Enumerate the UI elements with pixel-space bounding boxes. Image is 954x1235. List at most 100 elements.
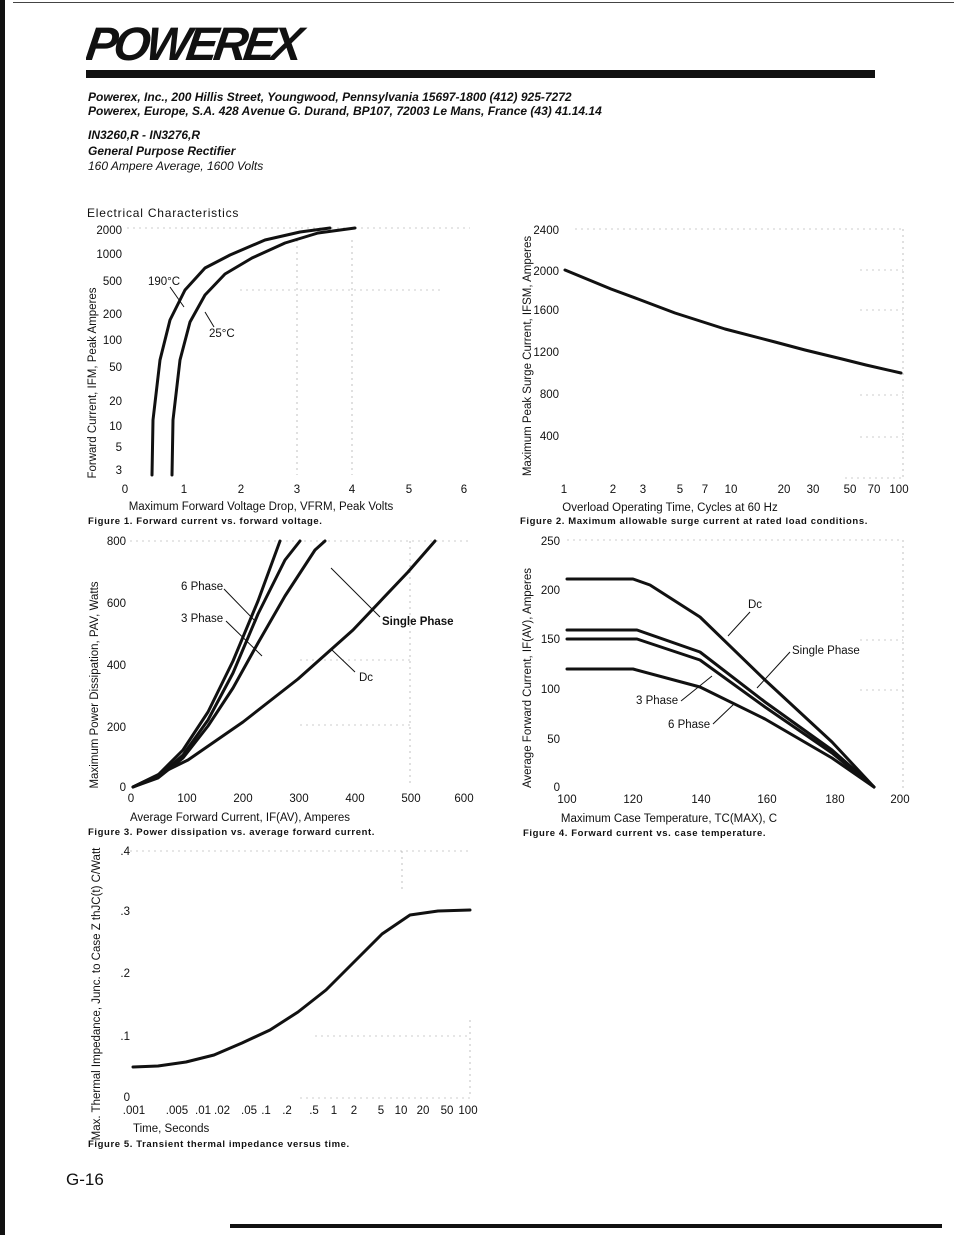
fig5-xtick-02: .02	[214, 1105, 230, 1117]
fig3-ytick-400: 400	[107, 660, 126, 672]
fig1-annotation-190c: 190°C	[148, 276, 180, 288]
logo-text: POWEREX	[86, 20, 309, 66]
fig4-ytick-100: 100	[541, 684, 560, 696]
part-rating: 160 Ampere Average, 1600 Volts	[88, 159, 264, 173]
powerex-logo: POWEREX	[86, 20, 309, 66]
fig1-xtick-3: 3	[294, 484, 300, 496]
fig2-xtick-10: 10	[725, 484, 738, 496]
fig5-xtick-100: 100	[458, 1105, 477, 1117]
fig2-ytick-1200: 1200	[533, 347, 559, 359]
fig3-leader-dc	[331, 649, 356, 673]
fig1-ylabel: Forward Current, IFM, Peak Amperes	[87, 287, 99, 478]
fig5-xtick-001: .001	[123, 1105, 145, 1117]
fig3-leader-single-phase	[330, 567, 381, 618]
fig5-ytick-0.3: .3	[120, 906, 130, 918]
fig1-ytick-200: 200	[103, 309, 122, 321]
fig1-xtick-4: 4	[349, 484, 356, 496]
fig3-series-dc	[131, 539, 437, 789]
fig5-xtick-1s: 1	[331, 1105, 337, 1117]
fig4-label-single-phase: Single Phase	[792, 645, 860, 657]
bottom-rule	[230, 1224, 942, 1228]
fig4-ytick-50: 50	[547, 734, 560, 746]
fig4-label-dc: Dc	[748, 599, 762, 611]
fig5-ytick-0.1: .1	[120, 1031, 130, 1043]
address-europe: Powerex, Europe, S.A. 428 Avenue G. Dura…	[88, 104, 602, 118]
header-rule	[86, 70, 875, 78]
fig5-xtick-10: 10	[395, 1105, 408, 1117]
fig4-xtick-200: 200	[890, 794, 909, 806]
fig1-ytick-500: 500	[103, 276, 122, 288]
fig2-xtick-70: 70	[868, 484, 881, 496]
fig5-xtick-50: 50	[441, 1105, 454, 1117]
fig2-series-surge-current	[563, 268, 903, 375]
fig2-xtick-2: 2	[610, 484, 616, 496]
fig4-xlabel: Maximum Case Temperature, TC(MAX), C	[561, 813, 777, 825]
fig3-leader-6-phase	[223, 588, 257, 623]
fig3-leader-3-phase	[225, 620, 263, 657]
fig4-series-single-phase	[565, 628, 876, 789]
fig4-ytick-0: 0	[554, 782, 560, 794]
fig3-label-3-phase: 3 Phase	[181, 613, 223, 625]
fig4-xtick-180: 180	[825, 794, 844, 806]
fig5-xtick-05: .05	[241, 1105, 257, 1117]
fig3-ytick-200: 200	[107, 722, 126, 734]
fig1-ytick-1000: 1000	[96, 249, 122, 261]
fig5-xtick-20: 20	[417, 1105, 430, 1117]
fig2-xlabel: Overload Operating Time, Cycles at 60 Hz	[562, 502, 778, 514]
fig1-ytick-20: 20	[109, 396, 122, 408]
fig2-caption: Figure 2. Maximum allowable surge curren…	[520, 516, 868, 527]
fig3-ytick-800: 800	[107, 536, 126, 548]
fig5-ylabel: Max. Thermal Impedance, Junc. to Case Z …	[91, 847, 103, 1141]
fig4-series-6-phase	[565, 667, 876, 789]
fig1-xtick-1: 1	[181, 484, 187, 496]
fig4-leader-single-phase	[756, 651, 791, 689]
fig4-ytick-200: 200	[541, 585, 560, 597]
fig1-ytick-100: 100	[103, 335, 122, 347]
fig2-ytick-2000: 2000	[533, 266, 559, 278]
fig1-xtick-2: 2	[238, 484, 244, 496]
part-numbers: IN3260,R - IN3276,R	[88, 128, 201, 142]
fig1-series-25c	[170, 226, 357, 477]
fig4-caption: Figure 4. Forward current vs. case tempe…	[523, 828, 766, 839]
fig2-ytick-800: 800	[540, 389, 559, 401]
fig1-ytick-5: 5	[116, 442, 122, 454]
fig1-ytick-3: 3	[116, 465, 122, 477]
fig1-xtick-5: 5	[406, 484, 412, 496]
fig3-label-single-phase: Single Phase	[382, 616, 454, 628]
fig1-xlabel: Maximum Forward Voltage Drop, VFRM, Peak…	[129, 501, 394, 513]
fig5-xtick-01: .01	[195, 1105, 211, 1117]
fig4-xtick-120: 120	[623, 794, 642, 806]
fig4-ylabel: Average Forward Current, IF(AV), Amperes	[522, 568, 534, 788]
fig4-series-dc	[565, 577, 876, 789]
fig3-ylabel: Maximum Power Dissipation, PAV, Watts	[89, 581, 101, 788]
fig3-xtick-100: 100	[177, 793, 196, 805]
fig4-label-6-phase: 6 Phase	[668, 719, 710, 731]
fig1-xtick-0: 0	[122, 484, 128, 496]
fig2-xtick-100: 100	[889, 484, 908, 496]
fig3-xtick-600: 600	[454, 793, 473, 805]
fig2-xtick-50: 50	[844, 484, 857, 496]
fig4-xtick-140: 140	[691, 794, 710, 806]
fig3-label-dc: Dc	[359, 672, 373, 684]
fig2-ytick-400: 400	[540, 431, 559, 443]
fig2-ytick-1600: 1600	[533, 305, 559, 317]
fig1-ytick-10: 10	[109, 421, 122, 433]
fig3-xtick-500: 500	[401, 793, 420, 805]
fig4-series-3-phase	[565, 637, 876, 789]
fig1-series-190c	[150, 226, 332, 477]
fig2-xtick-5: 5	[677, 484, 683, 496]
top-edge-line	[13, 2, 954, 3]
fig5-ytick-0.2: .2	[120, 968, 130, 980]
fig4-ytick-250: 250	[541, 536, 560, 548]
fig1-xtick-6: 6	[461, 484, 467, 496]
fig1-caption: Figure 1. Forward current vs. forward vo…	[88, 516, 323, 527]
part-type: General Purpose Rectifier	[88, 144, 236, 158]
fig1-leader-25c	[204, 311, 215, 328]
page-number: G-16	[66, 1170, 104, 1189]
fig4-leader-6-phase	[712, 702, 736, 725]
fig5-xlabel: Time, Seconds	[133, 1123, 210, 1135]
